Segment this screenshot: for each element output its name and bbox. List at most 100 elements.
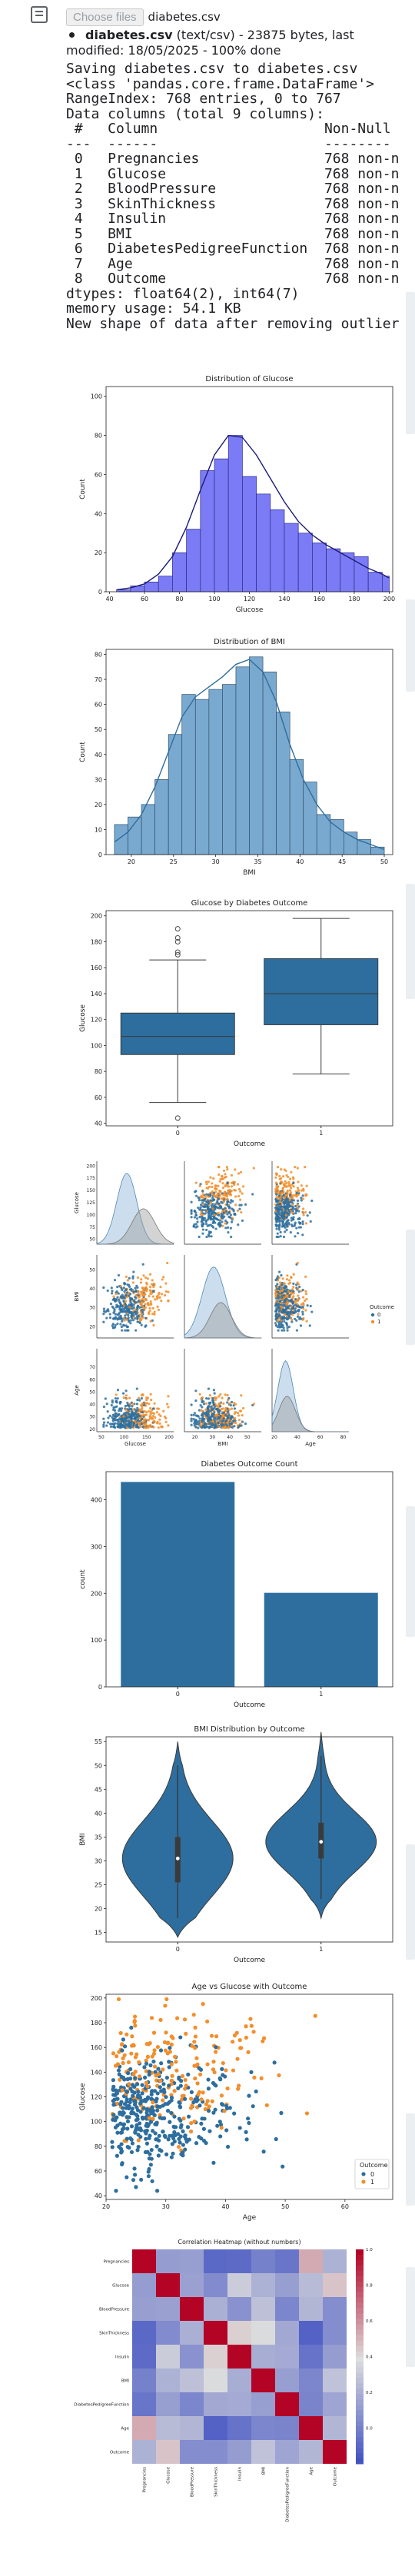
pair-point	[225, 1203, 229, 1206]
output-actions-icon[interactable]	[31, 6, 48, 23]
stdout-line: 2 BloodPressure 768 non-n	[74, 181, 400, 197]
pair-point	[285, 1288, 289, 1291]
scroll-rail[interactable]	[406, 2113, 415, 2206]
pair-point	[143, 1419, 146, 1422]
pair-point	[304, 1166, 307, 1169]
pair-point	[282, 1218, 285, 1221]
pair-point	[136, 1317, 139, 1321]
scatter-point	[201, 2126, 206, 2131]
pair-point	[164, 1420, 168, 1423]
scatter-point	[181, 2116, 186, 2121]
y-tick-label: 180	[91, 938, 102, 945]
heatmap-cell	[132, 2392, 156, 2416]
pair-point	[201, 1426, 204, 1429]
pair-point	[224, 1173, 227, 1176]
correlation-heatmap-chart: Correlation Heatmap (without numbers)Pre…	[66, 2232, 404, 2571]
pair-point	[157, 1308, 161, 1311]
choose-files-button[interactable]: Choose files	[66, 8, 144, 26]
scatter-point	[249, 2070, 254, 2074]
scatter-point	[175, 2132, 181, 2136]
pair-point	[278, 1223, 281, 1227]
colorbar-segment	[356, 2372, 364, 2378]
pair-point	[296, 1261, 299, 1265]
pair-point	[234, 1403, 237, 1406]
scatter-point	[261, 2039, 265, 2043]
pair-point	[209, 1223, 212, 1227]
pair-point	[277, 1228, 281, 1231]
pair-point	[199, 1213, 202, 1216]
scatter-point	[134, 2123, 139, 2128]
x-axis-label: BMI	[243, 869, 256, 877]
pair-point	[151, 1415, 155, 1418]
pair-point	[131, 1281, 134, 1284]
scatter-point	[198, 2067, 204, 2072]
pair-point	[230, 1185, 234, 1188]
histogram-bar	[168, 734, 183, 855]
scatter-point	[244, 2130, 248, 2134]
pair-point	[201, 1190, 204, 1193]
pair-kde	[271, 1396, 349, 1432]
pair-point	[167, 1395, 170, 1398]
pair-point	[219, 1405, 222, 1408]
scroll-rail[interactable]	[406, 2267, 415, 2367]
pair-point	[286, 1329, 289, 1332]
scatter-point	[186, 2114, 191, 2119]
scatter-point	[152, 2048, 157, 2053]
pair-point	[290, 1223, 294, 1227]
pair-point	[233, 1183, 236, 1187]
pair-point	[292, 1273, 295, 1276]
pair-point	[284, 1180, 287, 1183]
pair-point	[167, 1299, 170, 1303]
scatter-point	[144, 2136, 148, 2141]
pair-point	[287, 1310, 290, 1313]
pair-point	[230, 1422, 234, 1426]
pair-point	[116, 1313, 119, 1316]
x-tick-label: 0	[176, 1946, 180, 1953]
scatter-point	[224, 2128, 229, 2133]
histogram-bar	[276, 712, 290, 855]
pair-point	[135, 1403, 139, 1406]
y-tick-label: 0	[98, 851, 102, 858]
pair-point	[152, 1407, 155, 1410]
scatter-point	[133, 2070, 138, 2074]
pair-point	[194, 1426, 198, 1429]
pair-point	[114, 1414, 117, 1417]
scroll-rail[interactable]	[406, 599, 415, 692]
scatter-point	[133, 2023, 138, 2028]
scatter-point	[192, 2040, 197, 2044]
scatter-point	[132, 2166, 137, 2171]
scatter-point	[261, 2149, 266, 2154]
scatter-point	[129, 2051, 134, 2056]
pair-point	[233, 1425, 236, 1428]
scatter-point	[169, 2042, 174, 2047]
pair-point	[217, 1195, 221, 1198]
outlier-point	[174, 949, 181, 955]
scroll-rail[interactable]	[406, 292, 415, 434]
colorbar-segment	[356, 2415, 364, 2422]
heatmap-cell	[323, 2416, 347, 2440]
scroll-rail[interactable]	[406, 884, 415, 999]
pair-point	[160, 1299, 163, 1303]
scatter-point	[149, 2110, 154, 2114]
scatter-point	[193, 2025, 198, 2030]
heatmap-cell	[275, 2392, 299, 2416]
scatter-point	[214, 2034, 219, 2039]
pair-point	[226, 1421, 229, 1424]
scroll-rail[interactable]	[406, 1844, 415, 1960]
x-tick-label: 20	[271, 1435, 277, 1440]
pair-point	[300, 1303, 303, 1306]
pair-point	[289, 1231, 292, 1234]
scroll-rail[interactable]	[406, 1230, 415, 1345]
pair-point	[291, 1211, 294, 1214]
pair-point	[295, 1210, 298, 1213]
pair-point	[156, 1407, 159, 1410]
scatter-point	[211, 2080, 216, 2086]
pair-point	[190, 1210, 193, 1213]
pair-point	[212, 1198, 215, 1201]
heatmap-cell	[132, 2273, 156, 2297]
scatter-point	[115, 2123, 120, 2128]
scroll-rail[interactable]	[406, 1506, 415, 1637]
pair-point	[139, 1281, 142, 1284]
colorbar-segment	[356, 2345, 364, 2352]
scatter-point	[204, 2140, 208, 2146]
